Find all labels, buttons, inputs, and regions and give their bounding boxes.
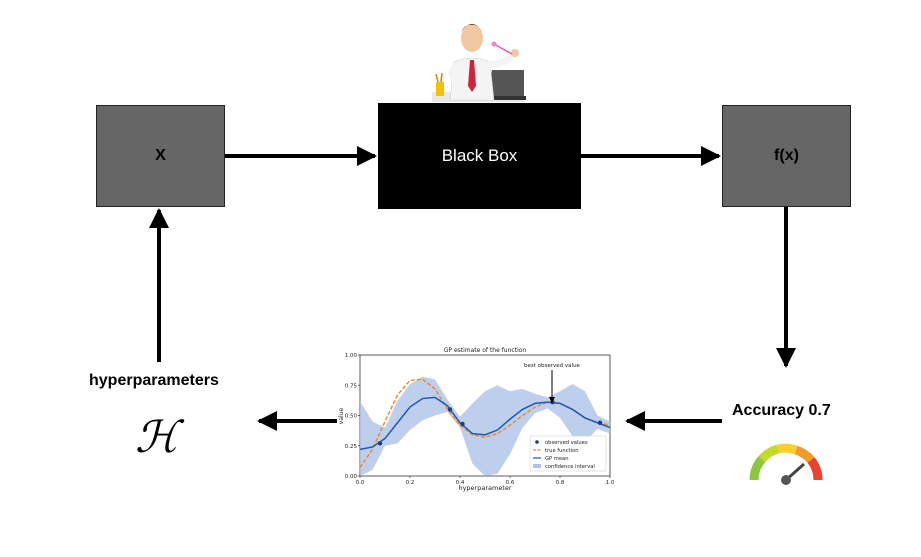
input-x-box: X [96, 105, 225, 207]
hyperparameter-symbol: ℋ [135, 412, 179, 463]
output-fx-box: f(x) [722, 105, 851, 207]
accuracy-label: Accuracy 0.7 [732, 402, 831, 419]
output-fx-label: f(x) [774, 147, 799, 164]
hyperparameters-label: hyperparameters [89, 372, 219, 389]
input-x-label: X [155, 147, 166, 164]
black-box-label: Black Box [441, 146, 518, 165]
black-box: Black Box [378, 103, 581, 209]
